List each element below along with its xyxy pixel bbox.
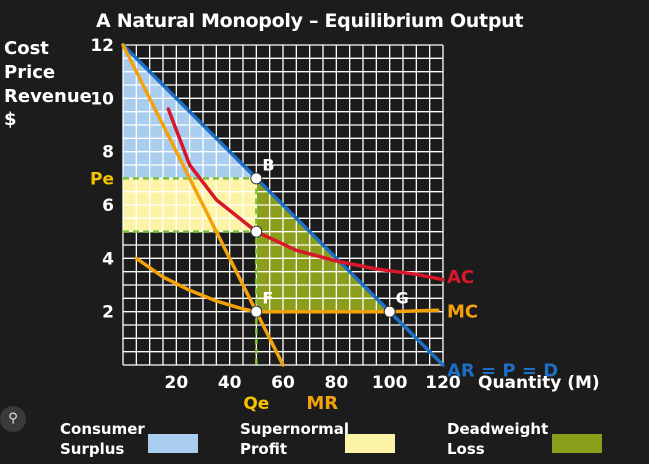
y-tick-label: 4: [102, 249, 114, 269]
ac-curve: [166, 107, 445, 282]
curve-label-ac-curve: AC: [447, 267, 474, 288]
point-marker: [250, 172, 263, 185]
legend-label: Deadweight: [447, 420, 548, 438]
guide-lines: [123, 177, 258, 365]
x-tick-label: 100: [372, 373, 408, 393]
curve-label-mc-curve: MC: [447, 302, 478, 323]
legend-label: Profit: [240, 440, 287, 458]
x-tick-label: 40: [218, 373, 242, 393]
quantity-label: Qe: [243, 394, 269, 414]
y-axis-label-line: Cost: [4, 38, 49, 59]
y-tick-label: 2: [102, 303, 114, 323]
point-label: F: [262, 289, 273, 308]
price-label: Pe: [90, 169, 114, 189]
tick-labels: 2 4 6 8 10 12 20 40 60 80 100 120 Pe Qe: [90, 36, 461, 414]
y-axis-label-line: Price: [4, 62, 55, 83]
legend-swatch: [345, 434, 395, 453]
legend-swatch: [148, 434, 198, 453]
point-marker: [250, 225, 263, 238]
chart-title: A Natural Monopoly – Equilibrium Output: [96, 10, 523, 32]
legend-label: Loss: [447, 440, 485, 458]
x-tick-label: 60: [271, 373, 295, 393]
x-tick-label: 120: [425, 373, 461, 393]
legend-swatch: [552, 434, 602, 453]
mc-curve: [134, 256, 440, 314]
y-tick-label: 8: [102, 143, 114, 163]
y-axis-label-line: $: [4, 109, 17, 130]
point-marker: [383, 305, 396, 318]
y-tick-label: 12: [90, 36, 114, 56]
curve-label-mr-curve: MR: [306, 393, 338, 414]
lens-icon[interactable]: ⚲: [0, 406, 26, 432]
y-tick-label: 6: [102, 196, 114, 216]
x-axis-label: Quantity (M): [478, 373, 600, 393]
legend: Consumer Surplus Supernormal Profit Deadweig…: [60, 420, 602, 458]
x-tick-label: 80: [324, 373, 348, 393]
point-label: B: [262, 155, 274, 174]
x-tick-label: 20: [164, 373, 188, 393]
point-label: G: [396, 289, 409, 308]
y-tick-label: 10: [90, 89, 114, 109]
y-axis-label: Cost Price Revenue $: [4, 38, 92, 130]
curve-label-demand-curve: AR = P = D: [447, 360, 558, 381]
legend-label: Supernormal: [240, 420, 349, 438]
points: B F G: [250, 155, 409, 318]
y-axis-label-line: Revenue: [4, 86, 92, 107]
legend-label: Surplus: [60, 440, 124, 458]
legend-label: Consumer: [60, 420, 145, 438]
point-marker: [250, 305, 263, 318]
curve-labels: AR = P = D MR AC MC: [306, 267, 558, 414]
